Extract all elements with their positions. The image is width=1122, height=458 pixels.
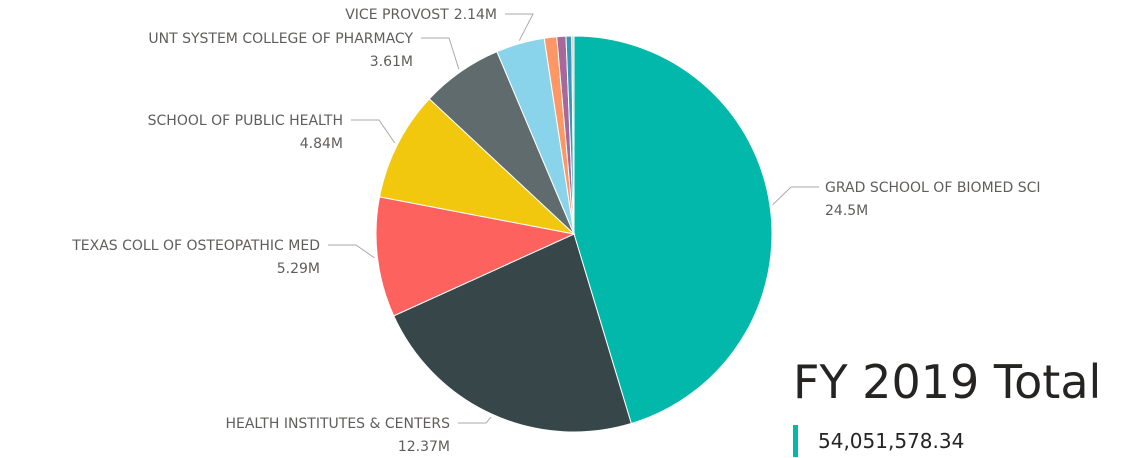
slice-label: VICE PROVOST 2.14M xyxy=(345,7,497,23)
leader-line xyxy=(505,13,534,41)
pie-slice xyxy=(393,233,632,433)
leader-line xyxy=(458,416,492,424)
slice-name: HEALTH INSTITUTES & CENTERS xyxy=(225,416,450,432)
slice-value: 3.61M xyxy=(370,54,413,70)
pie-slice xyxy=(375,196,576,317)
pie-slice xyxy=(571,35,575,235)
slice-name: TEXAS COLL OF OSTEOPATHIC MED xyxy=(71,238,320,254)
leader-line xyxy=(421,37,460,70)
pie-slice xyxy=(573,35,773,425)
slice-name: VICE PROVOST xyxy=(345,7,449,23)
slice-name: GRAD SCHOOL OF BIOMED SCI xyxy=(825,180,1041,196)
slice-name: SCHOOL OF PUBLIC HEALTH xyxy=(148,113,343,129)
card-title: FY 2019 Total xyxy=(793,355,1101,409)
slice-value: 12.37M xyxy=(398,439,450,455)
pie-slice xyxy=(378,98,576,235)
slice-value: 4.84M xyxy=(300,136,343,152)
slice-value: 2.14M xyxy=(454,7,497,23)
slice-value: 24.5M xyxy=(825,203,868,219)
card-accent xyxy=(793,425,798,457)
leader-line xyxy=(772,186,819,205)
card-value: 54,051,578.34 xyxy=(818,429,964,453)
leader-line xyxy=(351,119,396,144)
leader-line xyxy=(328,244,375,259)
slice-value: 5.29M xyxy=(277,261,320,277)
slice-name: UNT SYSTEM COLLEGE OF PHARMACY xyxy=(148,31,413,47)
